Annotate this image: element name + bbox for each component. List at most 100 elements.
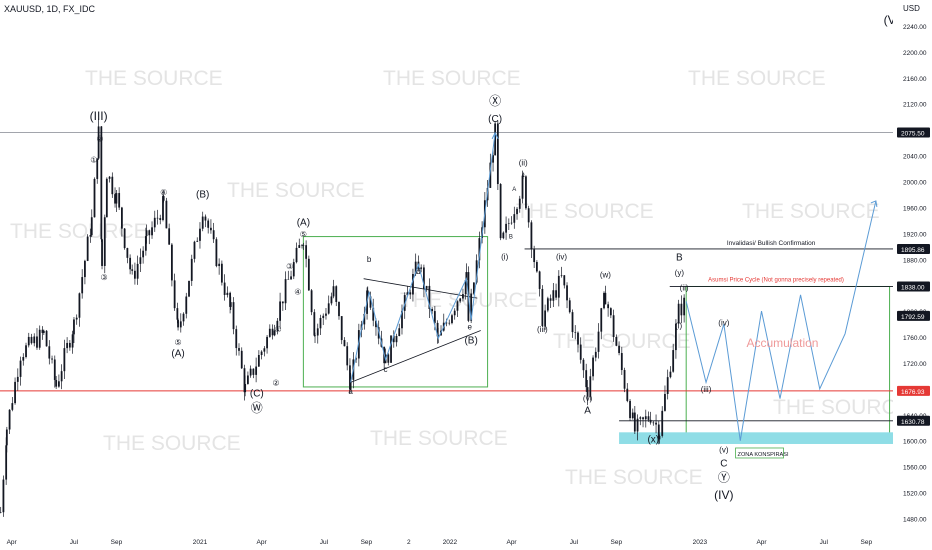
- watermark-layer: THE SOURCE THE SOURCE THE SOURCE THE SOURCE…: [10, 67, 911, 489]
- candle-body: [30, 336, 33, 344]
- currency-label: USD: [903, 4, 920, 13]
- candle-body: [238, 348, 240, 351]
- candle-body: [626, 388, 629, 401]
- candle-body: [546, 298, 549, 311]
- candle-body: [279, 301, 281, 321]
- candle-body: [2, 479, 5, 513]
- accumulation-label: Accumulation: [746, 336, 818, 350]
- candle-body: [313, 312, 316, 336]
- candle-body: [470, 293, 473, 321]
- candle-body: [677, 303, 680, 324]
- candle-body: [586, 387, 589, 397]
- wave-lines: [350, 131, 878, 441]
- wave-label: B: [676, 253, 683, 264]
- level-label: Invalidasi/ Bullish Confirmation: [727, 240, 816, 247]
- candle-body: [392, 335, 395, 343]
- price-tick: 1480.00: [903, 517, 927, 524]
- candle-body: [301, 245, 303, 246]
- candle-body: [201, 216, 204, 229]
- candle-body: [666, 377, 669, 394]
- candle-body: [609, 308, 612, 316]
- candle-body: [290, 276, 292, 280]
- candle-body: [652, 422, 655, 424]
- time-tick: 2: [407, 539, 411, 546]
- price-axis: 2240.002200.002160.002120.002080.002040.…: [893, 0, 932, 550]
- candle-body: [423, 267, 425, 289]
- candle-body: [574, 332, 577, 333]
- candle-body: [226, 292, 229, 295]
- candle-body: [568, 300, 571, 313]
- candle-body: [409, 292, 412, 295]
- candle-body: [448, 322, 451, 324]
- candle-body: [310, 290, 313, 313]
- candle-body: [307, 258, 310, 291]
- candle-body: [196, 240, 199, 242]
- price-tag-text: 1838.00: [901, 284, 925, 291]
- candle-body: [390, 335, 392, 363]
- wave-label: ④: [160, 188, 167, 197]
- candle-body: [190, 258, 193, 281]
- candle-body: [629, 400, 631, 419]
- candle-body: [71, 334, 74, 348]
- candle-body: [355, 358, 358, 360]
- candle-body: [544, 310, 547, 326]
- candle-body: [159, 218, 162, 221]
- wave-arrow: [491, 131, 499, 140]
- wave-label: ④: [294, 287, 301, 296]
- time-tick: Jul: [820, 539, 829, 546]
- candle-body: [462, 294, 464, 299]
- candle-body: [16, 376, 19, 382]
- price-tag-text: 1895.86: [901, 247, 925, 254]
- candle-body: [298, 245, 301, 248]
- candle-body: [129, 257, 132, 270]
- candle-body: [218, 263, 221, 267]
- time-tick: Sep: [361, 539, 373, 546]
- candle-body: [507, 223, 510, 224]
- candle-body: [623, 370, 626, 389]
- candle-body: [53, 359, 56, 380]
- candle-body: [153, 217, 156, 228]
- candle-body: [97, 126, 100, 159]
- time-tick: Sep: [611, 539, 623, 546]
- candle-body: [669, 371, 672, 378]
- candle-body: [243, 368, 246, 393]
- watermark-text: THE SOURCE: [553, 330, 691, 353]
- candle-body: [510, 222, 513, 224]
- candle-body: [247, 375, 249, 384]
- projection-arrow: [870, 200, 878, 208]
- candle-body: [5, 429, 8, 446]
- watermark-text: THE SOURCE: [10, 220, 148, 243]
- candle-body: [555, 290, 557, 298]
- candle-body: [36, 336, 38, 348]
- candle-body: [525, 176, 527, 209]
- watermark-text: THE SOURCE: [516, 200, 654, 223]
- price-tick: 1880.00: [903, 257, 927, 264]
- candle-body: [75, 317, 78, 320]
- price-tick: 2240.00: [903, 24, 927, 31]
- candle-body: [521, 175, 524, 199]
- candle-body: [84, 260, 86, 278]
- candle-body: [604, 292, 607, 305]
- candle-body: [255, 366, 258, 375]
- time-tick: Apr: [257, 539, 268, 546]
- candle-body: [89, 235, 92, 237]
- candle-body: [263, 348, 266, 352]
- candle-body: [496, 123, 499, 185]
- candle-body: [494, 123, 497, 156]
- candle-body: [349, 379, 352, 390]
- candle-body: [505, 223, 507, 233]
- candle-body: [136, 263, 139, 279]
- wave-label: A: [584, 406, 591, 417]
- candle-body: [292, 262, 295, 277]
- candle-body: [340, 316, 343, 341]
- candle-body: [51, 358, 53, 360]
- candle-body: [22, 356, 25, 361]
- candle-body: [522, 175, 525, 177]
- zone-label: ZONA KONSPIRASI: [738, 452, 789, 458]
- range-box: [302, 236, 489, 388]
- candle-body: [19, 360, 22, 377]
- candle-body: [566, 285, 568, 301]
- candle-body: [38, 329, 41, 348]
- wave-label: (v): [719, 445, 729, 454]
